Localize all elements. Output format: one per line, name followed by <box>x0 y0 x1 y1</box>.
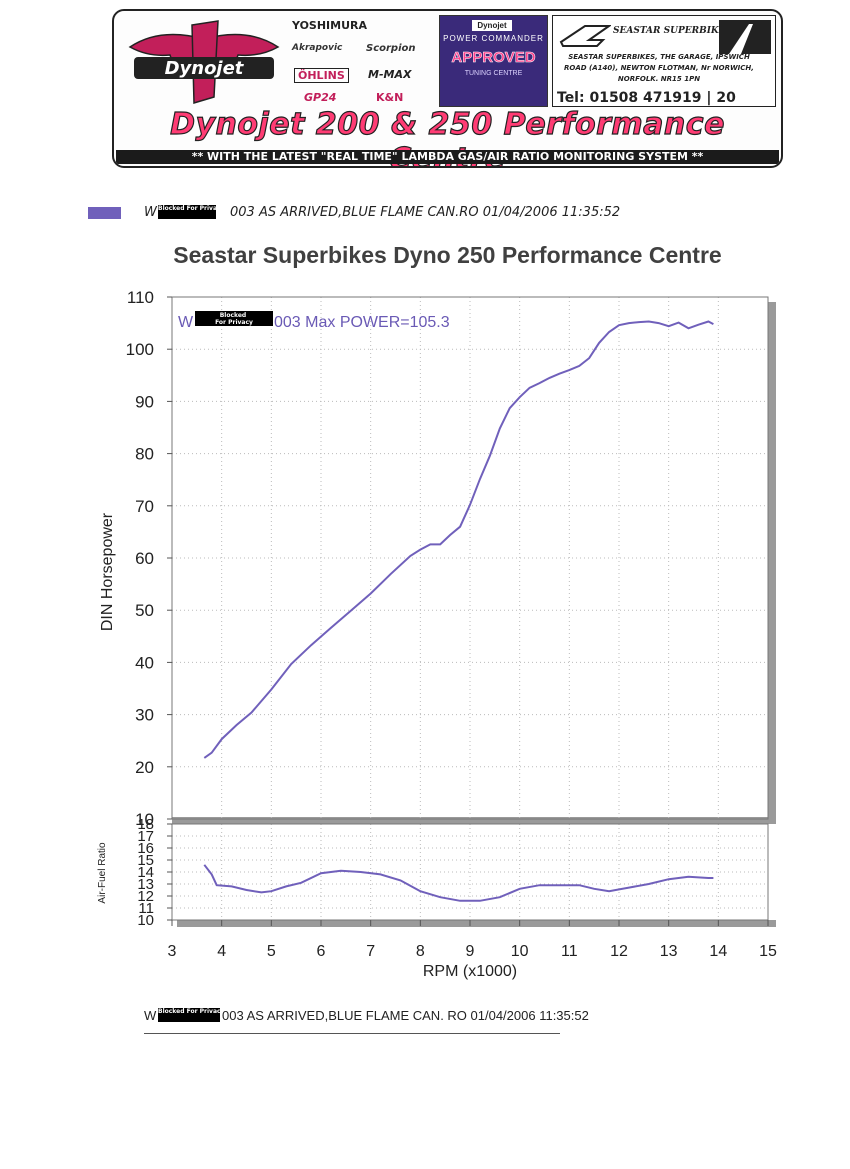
y-tick-label-afr: 17 <box>137 828 154 845</box>
annotation-blocked-line-2: For Privacy <box>215 319 253 326</box>
annotation-privacy-block <box>195 311 273 326</box>
y-tick-label-power: 110 <box>127 288 154 307</box>
power-curve <box>203 320 714 759</box>
axis-ticks: 3 4 5 6 7 8 9 10 11 12 13 14 15102030405060708090100… <box>126 288 777 960</box>
y-tick-label-power: 80 <box>135 445 154 464</box>
tuning-centre-label: TUNING CENTRE <box>464 70 523 77</box>
y-tick-label-power: 90 <box>135 392 154 411</box>
x-tick-label: 4 <box>217 943 226 960</box>
footer-run-label: W Blocked For Privacy 003 AS ARRIVED,BLU… <box>144 1008 589 1023</box>
power-plot-shadow <box>768 302 776 824</box>
max-power-annotation: 003 Max POWER=105.3 <box>274 314 450 331</box>
approved-badge: Dynojet POWER COMMANDER APPROVED TUNING … <box>439 15 548 107</box>
sponsor-akrapovic: Akrapovic <box>292 43 343 53</box>
sponsor-ohlins: ÖHLINS <box>294 68 349 83</box>
y-axis-label-power: DIN Horsepower <box>99 512 116 631</box>
footer-prefix: W <box>144 1008 157 1023</box>
annotation-blocked-line-1: Blocked <box>220 312 247 319</box>
annotation-blocked-label: Blocked For Privacy <box>215 312 253 326</box>
y-tick-label-afr: 11 <box>138 900 154 917</box>
y-tick-label-power: 70 <box>135 497 154 516</box>
y-tick-label-power: 40 <box>135 653 154 672</box>
footer-run-text: 003 AS ARRIVED,BLUE FLAME CAN. RO 01/04/… <box>222 1008 589 1023</box>
x-tick-label: 6 <box>317 943 326 960</box>
y-tick-label-afr: 14 <box>137 864 154 881</box>
seastar-logo-icon <box>559 25 611 47</box>
sponsor-logos: YOSHIMURA Akrapovic Scorpion ÖHLINS M-MA… <box>290 15 432 111</box>
seastar-contact-box: SEASTAR SUPERBIKES SEASTAR SUPERBIKES, T… <box>552 15 776 107</box>
sponsor-gp24: GP24 <box>304 91 337 104</box>
footer-rule <box>144 1033 560 1034</box>
power-commander-label: POWER COMMANDER <box>443 34 544 43</box>
y-tick-label-power: 20 <box>135 758 154 777</box>
road-icon <box>719 20 771 54</box>
y-tick-label-power: 50 <box>135 601 154 620</box>
y-tick-label-afr: 10 <box>137 912 154 929</box>
y-tick-label-afr: 16 <box>137 840 154 857</box>
x-tick-label: 12 <box>610 943 628 960</box>
x-tick-label: 15 <box>759 943 777 960</box>
chart-title: Seastar Superbikes Dyno 250 Performance … <box>173 242 722 268</box>
x-tick-label: 11 <box>561 943 578 960</box>
x-tick-label: 13 <box>660 943 678 960</box>
y-tick-label-power: 30 <box>135 706 154 725</box>
approved-label: APPROVED <box>451 49 536 67</box>
x-axis-label: RPM (x1000) <box>423 963 517 980</box>
privacy-block: Blocked For Privacy <box>158 205 224 219</box>
dynojet-banner: Dynojet YOSHIMURA Akrapovic Scorpion ÖHL… <box>112 9 783 168</box>
y-tick-label-power: 60 <box>135 549 154 568</box>
svg-text:Dynojet: Dynojet <box>165 58 245 79</box>
sponsor-yoshimura: YOSHIMURA <box>292 19 368 32</box>
y-tick-label-afr: 12 <box>137 888 154 905</box>
dynojet-logo: Dynojet <box>128 20 280 105</box>
grid-lines <box>172 297 768 920</box>
y-axis-label-afr: Air-Fuel Ratio <box>97 842 108 904</box>
x-tick-label: 9 <box>466 943 475 960</box>
sponsor-scorpion: Scorpion <box>366 43 416 54</box>
y-tick-label-afr: 13 <box>137 876 154 893</box>
y-tick-label-power: 100 <box>126 340 154 359</box>
footer-privacy-block: Blocked For Privacy <box>158 1008 224 1022</box>
banner-subtitle-bar: ** WITH THE LATEST "REAL TIME" LAMBDA GA… <box>116 150 779 164</box>
y-tick-label-afr: 18 <box>137 816 154 833</box>
legend-prefix: W <box>144 205 157 220</box>
plot-separator <box>172 817 776 824</box>
x-tick-label: 8 <box>416 943 425 960</box>
dyno-chart: 3 4 5 6 7 8 9 10 11 12 13 14 15102030405060708090100… <box>97 288 777 980</box>
x-tick-label: 14 <box>709 943 727 960</box>
x-tick-label: 5 <box>267 943 276 960</box>
max-power-prefix: W <box>178 314 194 331</box>
seastar-telephone: Tel: 01508 471919 | 20 <box>557 90 736 106</box>
seastar-address: SEASTAR SUPERBIKES, THE GARAGE, IPSWICH … <box>564 53 754 83</box>
sponsor-mmax: M-MAX <box>368 68 412 81</box>
sponsor-kn: K&N <box>376 91 404 104</box>
afr-plot-shadow <box>177 920 776 927</box>
x-tick-label: 7 <box>366 943 375 960</box>
x-tick-label: 10 <box>511 943 529 960</box>
y-tick-label-afr: 15 <box>137 852 154 869</box>
x-tick-label: 3 <box>168 943 177 960</box>
legend-run-text: 003 AS ARRIVED,BLUE FLAME CAN.RO 01/04/2… <box>230 205 621 220</box>
legend-swatch <box>88 207 121 219</box>
approved-dynojet-label: Dynojet <box>472 20 512 31</box>
afr-curve <box>203 864 714 902</box>
seastar-name: SEASTAR SUPERBIKES <box>613 26 733 36</box>
y-tick-label-power: 10 <box>135 810 154 829</box>
